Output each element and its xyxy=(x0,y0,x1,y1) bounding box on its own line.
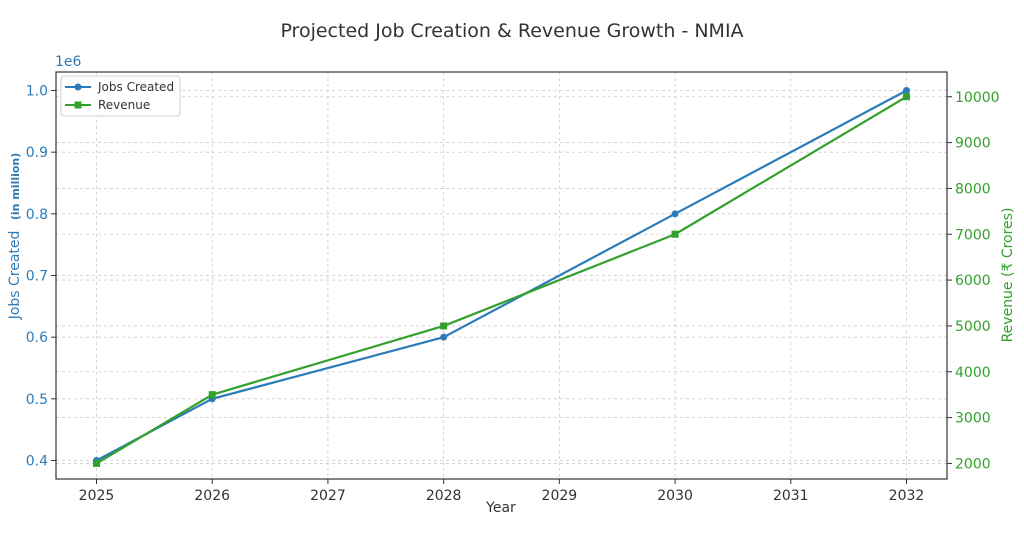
right-tick-label: 9000 xyxy=(955,136,991,152)
left-axis-label: Jobs Created (in million) xyxy=(7,153,23,321)
left-tick-label: 1.0 xyxy=(26,84,48,100)
right-tick-label: 7000 xyxy=(955,227,991,243)
legend-swatch-marker xyxy=(74,83,82,91)
left-tick-label: 0.8 xyxy=(26,207,48,223)
x-tick-label: 2029 xyxy=(542,488,578,504)
plot-frame xyxy=(55,71,948,480)
right-tick-label: 5000 xyxy=(955,319,991,335)
x-tick-label: 2031 xyxy=(773,488,809,504)
x-tick-label: 2028 xyxy=(426,488,462,504)
series-point-0 xyxy=(903,87,910,94)
chart-title: Projected Job Creation & Revenue Growth … xyxy=(280,20,743,42)
left-axis-label-suffix: (in million) xyxy=(9,153,22,220)
series-point-1 xyxy=(208,391,216,399)
left-tick-label: 0.5 xyxy=(26,392,48,408)
right-tick-label: 6000 xyxy=(955,273,991,289)
right-tick-label: 2000 xyxy=(955,456,991,472)
legend-swatch-marker xyxy=(74,101,82,109)
left-axis-ticks: 0.4 0.5 0.6 0.7 0.8 0.9 1.0 xyxy=(26,84,56,470)
left-tick-label: 0.6 xyxy=(26,330,48,346)
series-point-1 xyxy=(93,459,100,467)
x-tick-label: 2032 xyxy=(889,488,925,504)
right-tick-label: 10000 xyxy=(955,90,1000,106)
series-point-1 xyxy=(440,322,448,330)
series-point-0 xyxy=(671,210,679,218)
x-tick-label: 2026 xyxy=(194,488,230,504)
x-tick-label: 2025 xyxy=(79,488,115,504)
x-axis-ticks: 2025 2026 2027 2028 2029 2030 2031 2032 xyxy=(79,479,925,504)
series-point-1 xyxy=(671,230,679,238)
grid xyxy=(56,72,947,479)
left-tick-label: 0.9 xyxy=(26,145,48,161)
right-tick-label: 4000 xyxy=(955,365,991,381)
legend-label: Jobs Created xyxy=(97,80,174,94)
right-tick-label: 3000 xyxy=(955,411,991,427)
legend: Jobs Created Revenue xyxy=(60,75,181,117)
series-point-0 xyxy=(440,333,448,341)
right-tick-label: 8000 xyxy=(955,181,991,197)
legend-label: Revenue xyxy=(98,98,150,112)
series-group xyxy=(93,87,910,467)
left-axis-label-main: Jobs Created xyxy=(7,231,23,321)
x-tick-label: 2030 xyxy=(657,488,693,504)
left-tick-label: 0.7 xyxy=(26,269,48,285)
right-axis-label: Revenue (₹ Crores) xyxy=(1000,208,1016,343)
right-axis-ticks: 2000 3000 4000 5000 6000 7000 8000 9000 10000 xyxy=(947,90,1000,472)
x-axis-label: Year xyxy=(485,500,516,516)
x-tick-label: 2027 xyxy=(310,488,346,504)
left-axis-offset-text: 1e6 xyxy=(55,54,82,70)
left-tick-label: 0.4 xyxy=(26,454,48,470)
series-point-1 xyxy=(903,93,910,101)
